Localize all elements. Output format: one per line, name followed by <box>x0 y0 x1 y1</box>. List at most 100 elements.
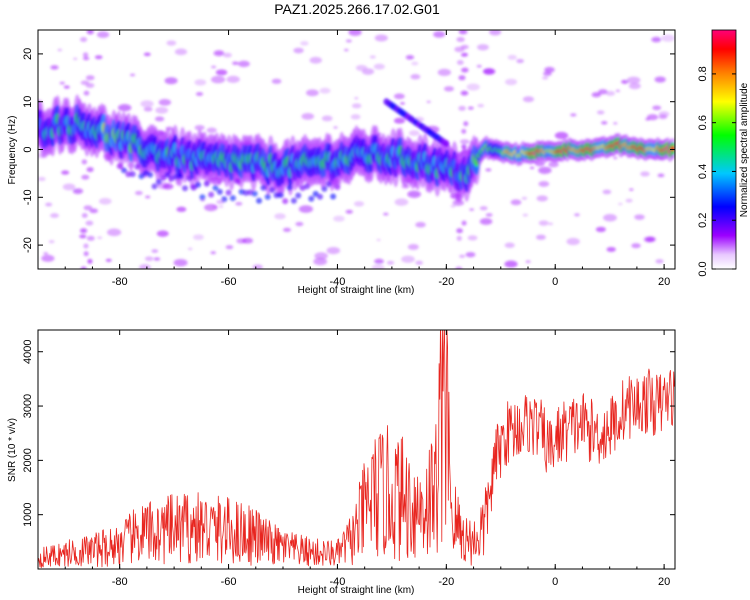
spectrogram-speckle <box>158 99 172 106</box>
spectrogram-x-axis: -80 -60 -40 -20 0 20 <box>64 30 670 288</box>
spectrogram-speckle <box>595 226 606 233</box>
spectrogram-streak <box>86 167 94 173</box>
spectrogram-speckle <box>394 198 409 206</box>
spectrogram-lobe <box>256 197 263 204</box>
spectrogram-panel: -80 -60 -40 -20 0 20 -20 -10 0 10 20 Height of st… <box>7 29 676 296</box>
spectrogram-speckle <box>454 46 465 53</box>
spectrogram-speckle <box>61 170 70 175</box>
spectrogram-streak <box>83 90 90 96</box>
spectrogram-streak <box>81 174 90 180</box>
spectrogram-speckle <box>613 156 618 160</box>
spectrogram-lobe <box>116 163 123 170</box>
spectrogram-streak <box>458 30 468 35</box>
spectrogram-speckle <box>605 90 616 96</box>
spectrogram-image <box>38 30 675 269</box>
colorbar-tick-label: 0.2 <box>697 213 709 228</box>
spectrogram-speckle <box>226 75 240 83</box>
spectrogram-speckle <box>210 75 226 84</box>
spectrogram-streak <box>85 220 94 226</box>
spectrogram-speckle <box>393 93 405 100</box>
spectrogram-speckle <box>504 260 518 268</box>
spectrogram-lobe <box>199 194 206 201</box>
spectrogram-speckle <box>485 213 493 217</box>
spectrogram-speckle <box>407 190 421 198</box>
spectrogram-lobe <box>290 197 297 204</box>
colorbar-tick-label: 0.8 <box>697 66 709 81</box>
spectrogram-speckle <box>242 237 254 244</box>
spectrogram-lobe <box>269 186 276 193</box>
spectrogram-speckle <box>48 240 55 244</box>
spectrogram-speckle <box>542 76 549 80</box>
spectrogram-speckle <box>50 65 59 70</box>
spectrogram-speckle <box>566 237 580 246</box>
spectrogram-speckle <box>407 243 419 250</box>
colorbar: 0.0 0.2 0.4 0.6 0.8 Normalized spectral ampl… <box>697 29 750 277</box>
spectrogram-speckle <box>319 87 331 94</box>
spectrogram-lobe <box>308 195 315 202</box>
spectrogram-speckle <box>333 126 338 129</box>
spectrogram-lobe <box>121 167 128 174</box>
spectrogram-lobe <box>195 181 202 188</box>
spectrogram-speckle <box>57 48 63 52</box>
spectrogram-lobe <box>212 184 219 191</box>
spectrogram-speckle <box>89 208 99 214</box>
spectrogram-speckle <box>166 40 177 46</box>
spectrogram-speckle <box>326 246 341 255</box>
snr-x-tick-label: 0 <box>552 576 558 588</box>
spectrogram-speckle <box>140 100 154 108</box>
spectrogram-speckle <box>485 168 492 172</box>
spectrogram-streak <box>80 228 88 234</box>
spectrogram-speckle <box>510 199 522 206</box>
spectrogram-speckle <box>134 190 143 196</box>
spectrogram-speckle <box>204 203 218 212</box>
spectrogram-speckle <box>621 79 629 84</box>
snr-frame <box>37 329 676 570</box>
spectrogram-lobe <box>273 192 280 199</box>
spectrogram-speckle <box>459 139 470 145</box>
spectrogram-speckle <box>369 55 376 59</box>
snr-y-axis: 1000 2000 3000 4000 <box>22 339 675 527</box>
spectrogram-speckle <box>162 183 174 190</box>
spectrogram-speckle <box>426 100 431 103</box>
spectrogram-speckle <box>405 55 415 60</box>
spectrogram-speckle <box>96 31 110 38</box>
spectrogram-lobe <box>225 189 232 196</box>
colorbar-ticks: 0.0 0.2 0.4 0.6 0.8 <box>697 66 736 277</box>
spectrogram-streak <box>461 67 469 73</box>
spectrogram-speckle <box>374 34 388 42</box>
snr-x-tick-label: -20 <box>438 576 454 588</box>
snr-x-tick-label: 20 <box>658 576 670 588</box>
spectrogram-lobe <box>221 196 228 203</box>
spectrogram-speckle <box>218 205 224 208</box>
spectrogram-speckle <box>598 89 608 95</box>
spectrogram-y-tick-label: 10 <box>22 96 34 108</box>
spectrogram-y-tick-label: -10 <box>22 189 34 205</box>
spectrogram-speckle <box>41 254 55 262</box>
spectrogram-speckle <box>156 230 169 237</box>
spectrogram-speckle <box>348 30 362 36</box>
spectrogram-lobe <box>312 190 319 197</box>
spectrogram-speckle <box>215 69 228 76</box>
spectrogram-speckle <box>415 260 423 265</box>
snr-y-tick-label: 3000 <box>22 394 34 418</box>
spectrogram-lobe <box>155 178 162 185</box>
spectrogram-speckle <box>393 117 406 124</box>
spectrogram-speckle <box>626 76 641 84</box>
spectrogram-speckle <box>350 114 361 120</box>
spectrogram-speckle <box>313 257 328 266</box>
spectrogram-speckle <box>154 116 165 122</box>
spectrogram-lobe <box>177 173 184 180</box>
spectrogram-speckle <box>596 110 605 115</box>
spectrogram-speckle <box>72 188 84 194</box>
spectrogram-lobe <box>317 193 324 200</box>
spectrogram-speckle <box>43 252 49 255</box>
snr-y-tick-label: 2000 <box>22 448 34 472</box>
spectrogram-speckle <box>479 218 493 225</box>
colorbar-tick-label: 0.0 <box>697 261 709 276</box>
spectrogram-speckle <box>544 66 555 73</box>
spectrogram-x-label: Height of straight line (km) <box>298 285 415 296</box>
spectrogram-lobe <box>321 185 328 192</box>
spectrogram-y-tick-label: 20 <box>22 48 34 60</box>
spectrogram-speckle <box>548 222 553 226</box>
